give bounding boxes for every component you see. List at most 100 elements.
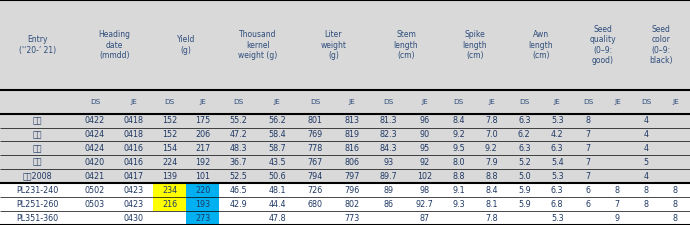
Text: 175: 175 (195, 116, 210, 125)
Text: 801: 801 (308, 116, 322, 125)
Text: Liter
weight
(g): Liter weight (g) (320, 30, 346, 60)
Text: 7.0: 7.0 (485, 130, 497, 139)
Text: JE: JE (554, 99, 560, 105)
Text: 0502: 0502 (85, 186, 105, 195)
Text: 8: 8 (615, 186, 620, 195)
Text: PL231-240: PL231-240 (17, 186, 59, 195)
Text: 680: 680 (308, 200, 322, 209)
Text: 81.3: 81.3 (380, 116, 397, 125)
Text: 8: 8 (673, 214, 678, 223)
Text: 101: 101 (195, 172, 210, 181)
Text: 8: 8 (644, 200, 649, 209)
Text: 0430: 0430 (124, 214, 144, 223)
Text: 86: 86 (384, 200, 393, 209)
Text: 767: 767 (307, 158, 323, 167)
Text: 89: 89 (384, 186, 394, 195)
Text: 중모2008: 중모2008 (23, 172, 52, 181)
Text: 조품: 조품 (33, 158, 43, 167)
Bar (0, 155, 690, 169)
Text: 7.8: 7.8 (485, 214, 497, 223)
Text: 43.5: 43.5 (268, 158, 286, 167)
Text: 5.0: 5.0 (518, 172, 531, 181)
Text: 0424: 0424 (85, 130, 105, 139)
Text: 6: 6 (586, 200, 591, 209)
Text: Thousand
kernel
weight (g): Thousand kernel weight (g) (238, 30, 277, 60)
Text: 816: 816 (344, 144, 359, 153)
Text: 769: 769 (307, 130, 323, 139)
Text: 9.3: 9.3 (452, 200, 464, 209)
Text: 5.4: 5.4 (551, 158, 564, 167)
Text: 4: 4 (644, 116, 649, 125)
Text: 5: 5 (644, 158, 649, 167)
Text: 4: 4 (644, 144, 649, 153)
Text: 90: 90 (420, 130, 430, 139)
Text: 92: 92 (420, 158, 430, 167)
Text: 6.3: 6.3 (551, 144, 564, 153)
Text: 46.5: 46.5 (230, 186, 247, 195)
Text: 220: 220 (195, 186, 210, 195)
Text: 794: 794 (307, 172, 323, 181)
Text: 87: 87 (420, 214, 430, 223)
Text: 797: 797 (344, 172, 359, 181)
Text: Entry
('‘20-’ 21): Entry ('‘20-’ 21) (19, 35, 57, 55)
Text: 44.4: 44.4 (268, 200, 286, 209)
Text: 82.3: 82.3 (380, 130, 397, 139)
Text: 813: 813 (344, 116, 359, 125)
Text: 6.3: 6.3 (551, 186, 564, 195)
Text: DS: DS (233, 99, 244, 105)
Text: 8.8: 8.8 (452, 172, 464, 181)
Text: 154: 154 (162, 144, 177, 153)
Bar (0, 197, 690, 211)
Text: 7: 7 (586, 130, 591, 139)
Text: 5.9: 5.9 (518, 200, 531, 209)
Text: 95: 95 (420, 144, 430, 153)
Text: 0422: 0422 (85, 116, 105, 125)
Bar (153, 197, 186, 211)
Text: 5.3: 5.3 (551, 172, 564, 181)
Text: 93: 93 (384, 158, 394, 167)
Text: 206: 206 (195, 130, 210, 139)
Text: DS: DS (90, 99, 100, 105)
Text: 금강: 금강 (33, 116, 43, 125)
Text: 백강: 백강 (33, 130, 43, 139)
Text: 47.2: 47.2 (230, 130, 247, 139)
Bar (0, 114, 690, 128)
Text: 56.2: 56.2 (268, 116, 286, 125)
Text: 6.2: 6.2 (518, 130, 531, 139)
Text: Heading
date
(mmdd): Heading date (mmdd) (99, 30, 130, 60)
Bar (0, 211, 690, 225)
Text: PL351-360: PL351-360 (17, 214, 59, 223)
Text: 48.1: 48.1 (268, 186, 286, 195)
Text: 216: 216 (162, 200, 177, 209)
Text: 8: 8 (673, 186, 678, 195)
Text: 9.2: 9.2 (452, 130, 465, 139)
Text: 234: 234 (162, 186, 177, 195)
Text: 50.6: 50.6 (268, 172, 286, 181)
Text: DS: DS (583, 99, 593, 105)
Text: JE: JE (348, 99, 355, 105)
Text: JE: JE (672, 99, 679, 105)
Text: JE: JE (274, 99, 281, 105)
Text: 102: 102 (417, 172, 432, 181)
Text: 0418: 0418 (124, 130, 144, 139)
Text: 0424: 0424 (85, 144, 105, 153)
Text: 52.5: 52.5 (230, 172, 247, 181)
Text: 726: 726 (307, 186, 323, 195)
Text: 6.8: 6.8 (551, 200, 564, 209)
Text: DS: DS (519, 99, 529, 105)
Text: JE: JE (488, 99, 495, 105)
Text: 802: 802 (344, 200, 359, 209)
Text: 224: 224 (162, 158, 177, 167)
Text: 0418: 0418 (124, 116, 144, 125)
Text: 6.3: 6.3 (518, 144, 531, 153)
Bar (0, 0, 690, 114)
Text: 89.7: 89.7 (380, 172, 397, 181)
Bar (186, 211, 219, 225)
Text: 8: 8 (586, 116, 591, 125)
Text: 7.9: 7.9 (485, 158, 497, 167)
Text: 9.1: 9.1 (452, 186, 464, 195)
Text: 8.8: 8.8 (485, 172, 497, 181)
Text: JE: JE (199, 99, 206, 105)
Text: Seed
color
(0–9:
black): Seed color (0–9: black) (649, 25, 673, 65)
Text: 8: 8 (644, 186, 649, 195)
